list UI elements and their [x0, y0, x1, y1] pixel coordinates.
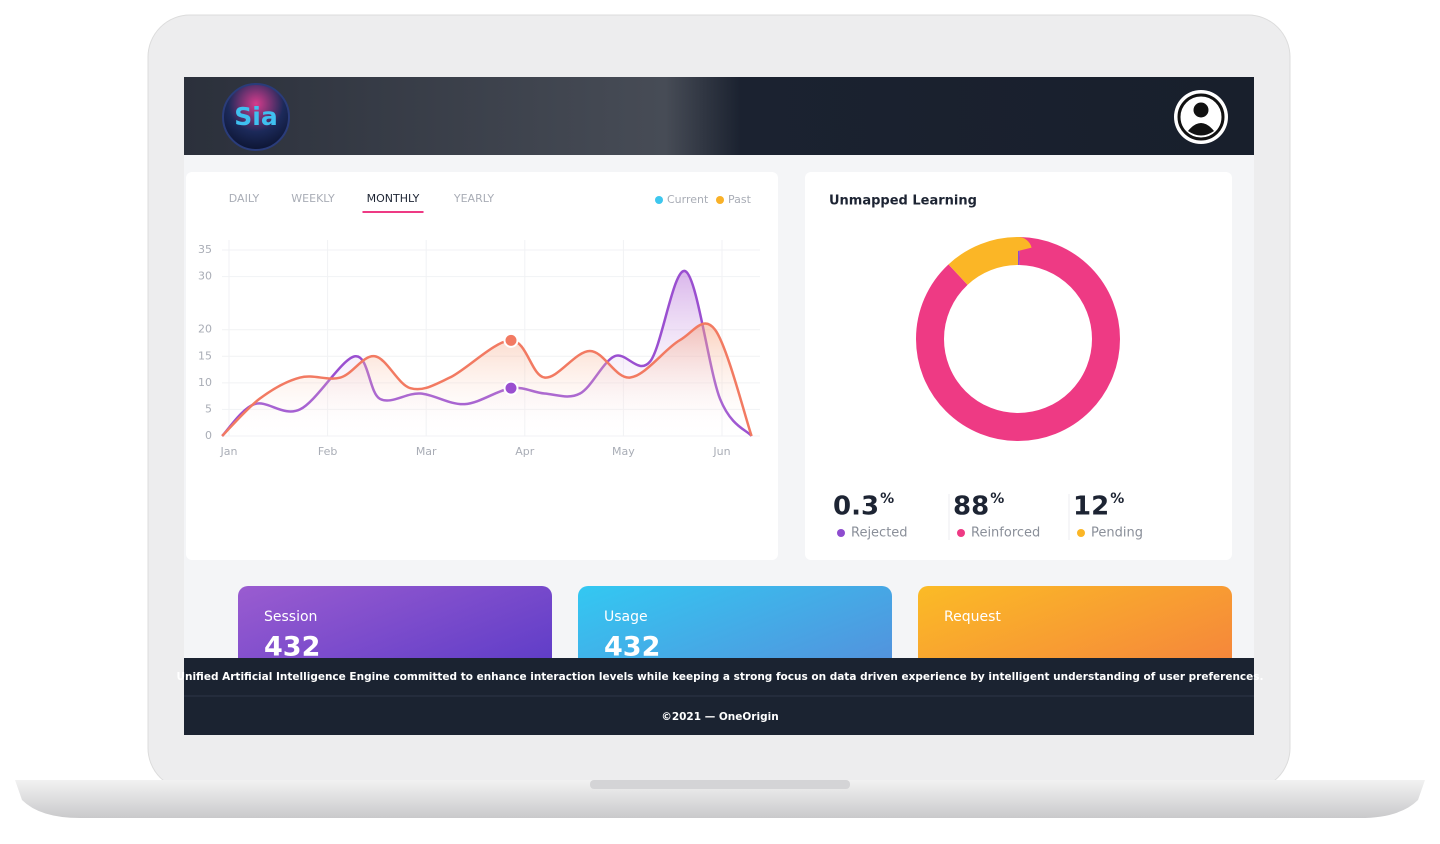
stat-value: 0.3	[833, 492, 879, 522]
header-bar	[184, 77, 1254, 155]
tab-underline	[362, 211, 424, 213]
x-tick-label: May	[612, 445, 635, 458]
card-value: 432	[264, 632, 320, 663]
stat-dot	[957, 529, 965, 537]
y-tick-label: 10	[198, 376, 212, 389]
x-tick-label: Jun	[712, 445, 730, 458]
laptop-base	[15, 780, 1425, 818]
series-line	[221, 322, 753, 437]
footer-copyright: ©2021 — OneOrigin	[661, 711, 778, 723]
stat-label: Rejected	[851, 526, 908, 541]
tab[interactable]: MONTHLY	[367, 192, 420, 205]
avatar-head[interactable]	[1193, 102, 1209, 118]
y-tick-label: 30	[198, 270, 212, 283]
card-title: Session	[264, 609, 317, 625]
card-value: 432	[604, 632, 660, 663]
stat-dot	[1077, 529, 1085, 537]
footer-tagline: Unified Artificial Intelligence Engine c…	[176, 671, 1263, 683]
donut-title: Unmapped Learning	[829, 194, 977, 209]
y-tick-label: 5	[205, 402, 212, 415]
legend-dot	[655, 196, 663, 204]
donut-segment	[916, 237, 1120, 441]
stat-label: Reinforced	[971, 526, 1040, 541]
series-area	[222, 323, 752, 436]
donut-segment	[916, 237, 1120, 441]
card-title: Request	[944, 609, 1001, 625]
tab[interactable]: WEEKLY	[291, 192, 335, 205]
stat-unit: %	[880, 491, 894, 507]
stat-unit: %	[990, 491, 1004, 507]
stat-unit: %	[1110, 491, 1124, 507]
tab[interactable]: DAILY	[229, 192, 260, 205]
avatar-body[interactable]	[1188, 123, 1214, 136]
stat-dot	[837, 529, 845, 537]
card-title: Usage	[604, 609, 648, 625]
logo-badge[interactable]	[222, 83, 290, 151]
y-tick-label: 35	[198, 243, 212, 256]
highlight-point	[503, 332, 519, 348]
x-tick-label: Feb	[318, 445, 337, 458]
logo-text[interactable]: Sia	[234, 102, 277, 131]
x-tick-label: Apr	[515, 445, 535, 458]
legend-label: Current	[667, 193, 709, 206]
stat-value: 12	[1073, 492, 1109, 522]
legend-label: Past	[728, 193, 752, 206]
tab[interactable]: YEARLY	[453, 192, 495, 205]
y-tick-label: 0	[205, 429, 212, 442]
y-tick-label: 15	[198, 349, 212, 362]
legend-dot	[716, 196, 724, 204]
y-tick-label: 20	[198, 323, 212, 336]
x-tick-label: Mar	[416, 445, 437, 458]
stat-value: 88	[953, 492, 989, 522]
x-tick-label: Jan	[220, 445, 238, 458]
laptop-notch	[590, 780, 850, 789]
highlight-point	[503, 380, 519, 396]
stat-label: Pending	[1091, 526, 1143, 541]
avatar[interactable]	[1174, 90, 1228, 144]
donut-card	[805, 172, 1232, 560]
